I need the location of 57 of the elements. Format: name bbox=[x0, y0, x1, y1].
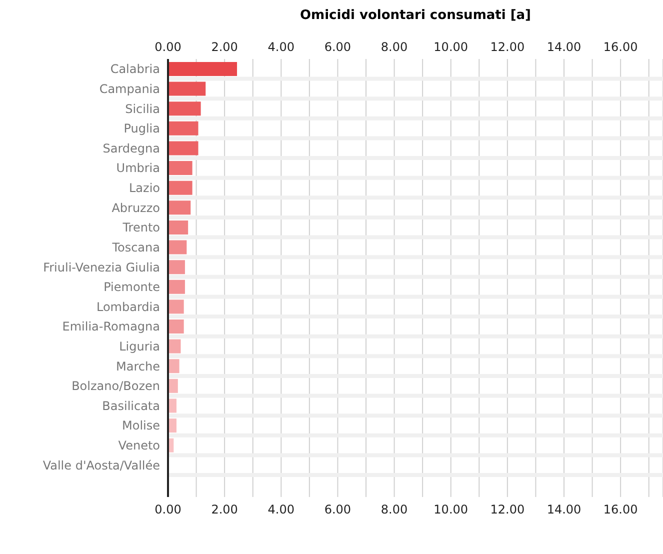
bar bbox=[168, 319, 184, 334]
x2-tick-label: 12.00 bbox=[490, 502, 525, 517]
bar bbox=[168, 359, 180, 374]
bar bbox=[168, 200, 191, 215]
x2-tick-label: 0.00 bbox=[154, 502, 182, 517]
x-tick-label: 16.00 bbox=[603, 40, 638, 54]
bar bbox=[168, 141, 198, 156]
y-tick-label: Sicilia bbox=[125, 102, 160, 116]
x2-tick-label: 8.00 bbox=[380, 502, 408, 517]
bar bbox=[168, 240, 187, 254]
y-tick-label: Liguria bbox=[119, 340, 160, 354]
y-tick-label: Lazio bbox=[128, 181, 160, 196]
x2-tick-label: 16.00 bbox=[603, 502, 638, 517]
y-tick-label: Bolzano/Bozen bbox=[72, 379, 160, 394]
bar bbox=[168, 82, 206, 96]
y-tick-label: Friuli-Venezia Giulia bbox=[43, 260, 160, 274]
x2-tick-label: 4.00 bbox=[268, 502, 294, 517]
x-tick-label: 0.00 bbox=[154, 40, 182, 54]
bar bbox=[168, 121, 198, 136]
x-tick-label: 4.00 bbox=[268, 40, 294, 54]
y-tick-label: Toscana bbox=[111, 240, 160, 254]
y-tick-label: Molise bbox=[122, 418, 160, 433]
y-tick-label: Piemonte bbox=[104, 280, 160, 294]
x-tick-label: 2.00 bbox=[211, 40, 238, 54]
y-tick-label: Campania bbox=[99, 82, 160, 96]
y-tick-label: Basilicata bbox=[102, 398, 160, 413]
x-tick-label: 8.00 bbox=[380, 40, 408, 54]
y-tick-label: Lombardia bbox=[96, 300, 160, 314]
y-tick-label: Puglia bbox=[124, 122, 160, 136]
chart-title: Omicidi volontari consumati [a] bbox=[299, 8, 532, 23]
x-tick-label: 6.00 bbox=[324, 40, 352, 54]
y-tick-label: Valle d'Aosta/Vallée bbox=[42, 458, 160, 472]
bar bbox=[168, 220, 188, 234]
y-tick-label: Umbria bbox=[116, 161, 160, 176]
y-tick-label: Calabria bbox=[110, 62, 160, 76]
bar bbox=[168, 180, 192, 195]
x2-tick-label: 14.00 bbox=[546, 502, 582, 517]
y-tick-label: Sardegna bbox=[102, 141, 160, 156]
bar bbox=[168, 300, 184, 314]
y-tick-label: Abruzzo bbox=[112, 200, 160, 215]
bar bbox=[168, 161, 192, 176]
y-tick-label: Veneto bbox=[118, 438, 160, 453]
bar bbox=[168, 62, 238, 76]
bar bbox=[168, 102, 201, 116]
x2-tick-label: 2.00 bbox=[211, 502, 238, 517]
x-tick-label: 10.00 bbox=[434, 40, 468, 54]
x-tick-label: 14.00 bbox=[546, 40, 582, 54]
y-tick-label: Emilia-Romagna bbox=[62, 320, 160, 334]
y-tick-label: Marche bbox=[116, 359, 160, 374]
bar bbox=[168, 280, 185, 294]
x2-tick-label: 10.00 bbox=[434, 502, 468, 517]
bar bbox=[168, 339, 181, 354]
bar bbox=[168, 260, 185, 274]
bar bbox=[168, 378, 178, 393]
x-tick-label: 12.00 bbox=[490, 40, 525, 54]
y-tick-label: Trento bbox=[122, 220, 160, 235]
x2-tick-label: 6.00 bbox=[324, 502, 352, 517]
